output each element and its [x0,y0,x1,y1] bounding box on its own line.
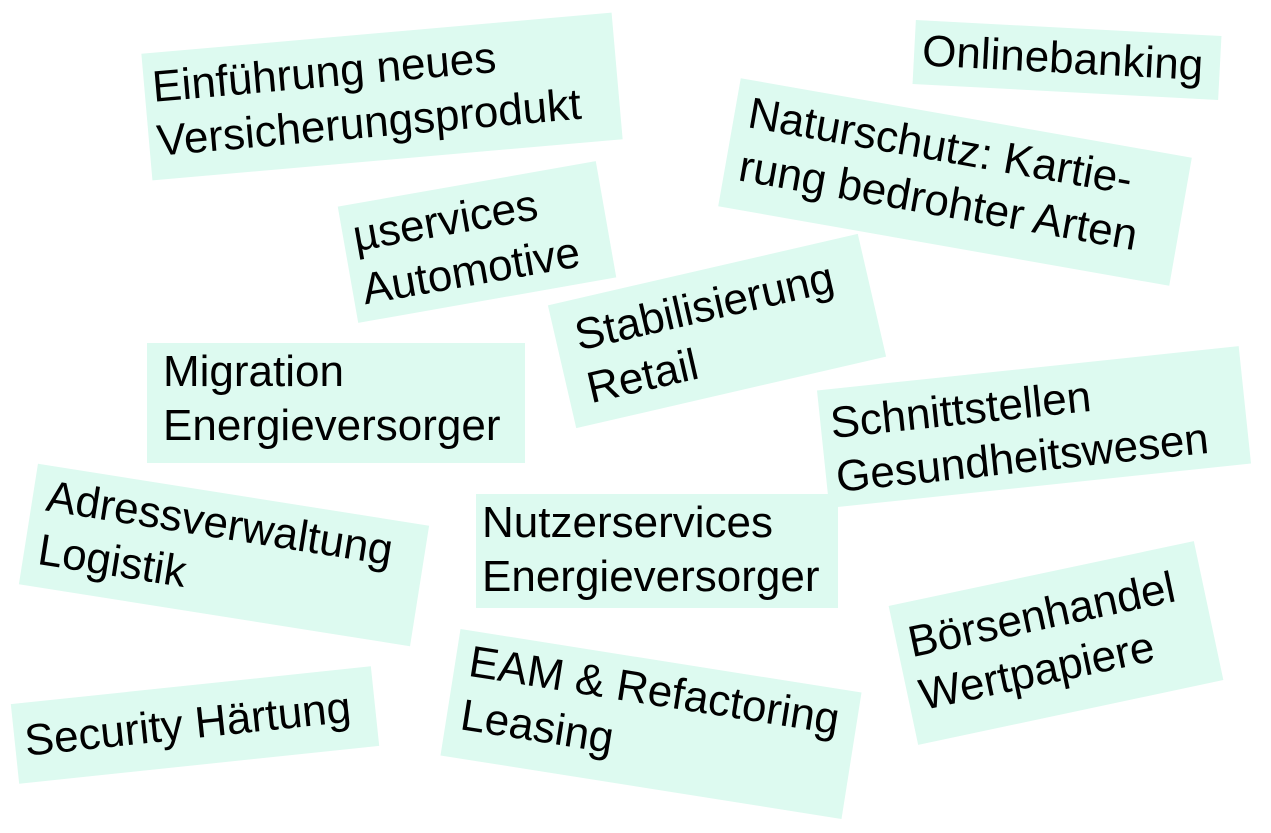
card-insurance: Einführung neues Versicherungsprodukt [141,12,623,181]
card-line: Onlinebanking [920,26,1205,91]
card-migration: Migration Energieversorger [147,343,525,463]
card-line: Security Härtung [22,682,354,766]
card-security: Security Härtung [10,666,380,784]
card-line: Energieversorger [482,552,820,602]
card-eam: EAM & Refactoring Leasing [440,629,862,819]
card-onlinebanking: Onlinebanking [912,20,1222,100]
card-line: Migration [163,347,344,396]
card-schnittstellen: Schnittstellen Gesundheitswesen [816,346,1252,508]
card-line: Nutzerservices [482,498,773,547]
card-line: Energieversorger [163,401,501,451]
card-nutzerservices: Nutzerservices Energieversorger [476,494,838,608]
card-boersenhandel: Börsenhandel Wertpapiere [888,541,1224,745]
card-adressverwaltung: Adressverwaltung Logistik [18,463,430,647]
